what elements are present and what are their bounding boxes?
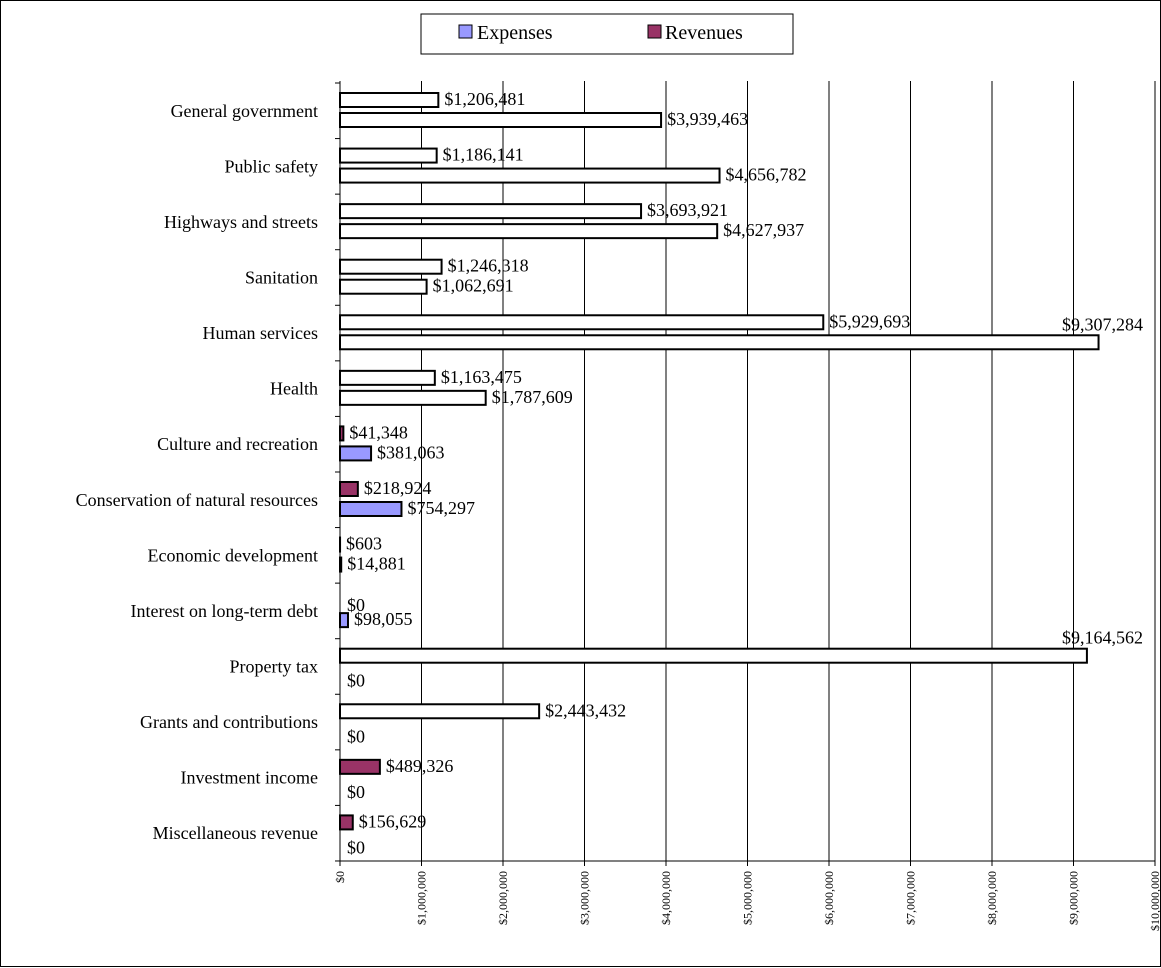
expense-bar xyxy=(340,446,371,460)
category-label: Miscellaneous revenue xyxy=(153,823,318,843)
revenue-value-label: $156,629 xyxy=(359,811,427,831)
x-tick-label: $2,000,000 xyxy=(496,871,510,925)
expense-bar xyxy=(340,280,427,294)
x-tick-label: $4,000,000 xyxy=(659,871,673,925)
category-label: Economic development xyxy=(148,545,318,565)
expense-bar xyxy=(340,613,348,627)
category-label: Culture and recreation xyxy=(157,434,318,454)
expense-value-label: $14,881 xyxy=(347,554,406,574)
revenue-value-label: $3,693,921 xyxy=(647,200,728,220)
x-tick-label: $8,000,000 xyxy=(985,871,999,925)
revenue-bar xyxy=(340,815,353,829)
expense-value-label: $1,062,691 xyxy=(433,276,514,296)
expense-value-label: $4,656,782 xyxy=(726,165,807,185)
revenue-value-label: $1,206,481 xyxy=(444,89,525,109)
revenue-value-label: $5,929,693 xyxy=(829,311,910,331)
revenue-value-label: $1,186,141 xyxy=(443,145,524,165)
expense-bar xyxy=(340,169,720,183)
expense-bar xyxy=(340,335,1099,349)
expense-bar xyxy=(340,502,401,516)
x-tick-label: $10,000,000 xyxy=(1148,871,1161,931)
category-label: Grants and contributions xyxy=(140,712,318,732)
revenue-bar xyxy=(340,426,343,440)
expense-bar xyxy=(340,558,341,572)
x-tick-label: $5,000,000 xyxy=(741,871,755,925)
expense-bar xyxy=(340,113,661,127)
expenses-legend-swatch xyxy=(459,25,472,38)
revenue-bar xyxy=(340,204,641,218)
revenues-legend-label: Revenues xyxy=(665,22,743,44)
category-label: Investment income xyxy=(181,768,318,788)
expense-value-label: $0 xyxy=(347,782,365,802)
revenue-value-label: $603 xyxy=(346,534,382,554)
category-label: Health xyxy=(270,379,318,399)
x-tick-label: $6,000,000 xyxy=(822,871,836,925)
expense-bar xyxy=(340,391,486,405)
expenses-legend-label: Expenses xyxy=(477,22,553,44)
expense-value-label: $98,055 xyxy=(354,609,413,629)
category-label: Conservation of natural resources xyxy=(76,490,318,510)
revenue-bar xyxy=(340,649,1087,663)
expense-value-label: $3,939,463 xyxy=(667,109,748,129)
x-tick-label: $9,000,000 xyxy=(1067,871,1081,925)
expense-value-label: $0 xyxy=(347,671,365,691)
revenue-bar xyxy=(340,93,438,107)
revenue-bar xyxy=(340,760,380,774)
revenues-legend-swatch xyxy=(648,25,661,38)
expense-value-label: $0 xyxy=(347,837,365,857)
expense-value-label: $9,307,284 xyxy=(1062,314,1143,334)
revenue-value-label: $489,326 xyxy=(386,756,454,776)
revenue-bar xyxy=(340,260,442,274)
revenue-bar xyxy=(340,371,435,385)
revenue-value-label: $1,246,318 xyxy=(448,256,529,276)
category-label: Sanitation xyxy=(245,267,318,287)
revenue-value-label: $41,348 xyxy=(349,422,408,442)
category-label: Highways and streets xyxy=(164,212,318,232)
expense-value-label: $4,627,937 xyxy=(723,220,804,240)
x-tick-label: $3,000,000 xyxy=(578,871,592,925)
expense-value-label: $1,787,609 xyxy=(492,387,573,407)
x-tick-label: $7,000,000 xyxy=(904,871,918,925)
revenue-bar xyxy=(340,704,539,718)
category-label: General government xyxy=(171,101,318,121)
revenue-bar xyxy=(340,149,437,163)
expense-value-label: $381,063 xyxy=(377,442,445,462)
category-label: Public safety xyxy=(225,156,318,176)
category-label: Property tax xyxy=(230,656,318,676)
expense-bar xyxy=(340,224,717,238)
category-label: Interest on long-term debt xyxy=(131,601,318,621)
revenue-value-label: $218,924 xyxy=(364,478,432,498)
revenue-value-label: $9,164,562 xyxy=(1062,628,1143,648)
revenue-value-label: $2,443,432 xyxy=(545,700,626,720)
x-tick-label: $0 xyxy=(333,871,347,883)
revenue-bar xyxy=(340,482,358,496)
x-tick-label: $1,000,000 xyxy=(415,871,429,925)
expense-value-label: $0 xyxy=(347,726,365,746)
revenue-value-label: $1,163,475 xyxy=(441,367,522,387)
expense-value-label: $754,297 xyxy=(407,498,475,518)
category-label: Human services xyxy=(203,323,318,343)
revenue-bar xyxy=(340,315,823,329)
